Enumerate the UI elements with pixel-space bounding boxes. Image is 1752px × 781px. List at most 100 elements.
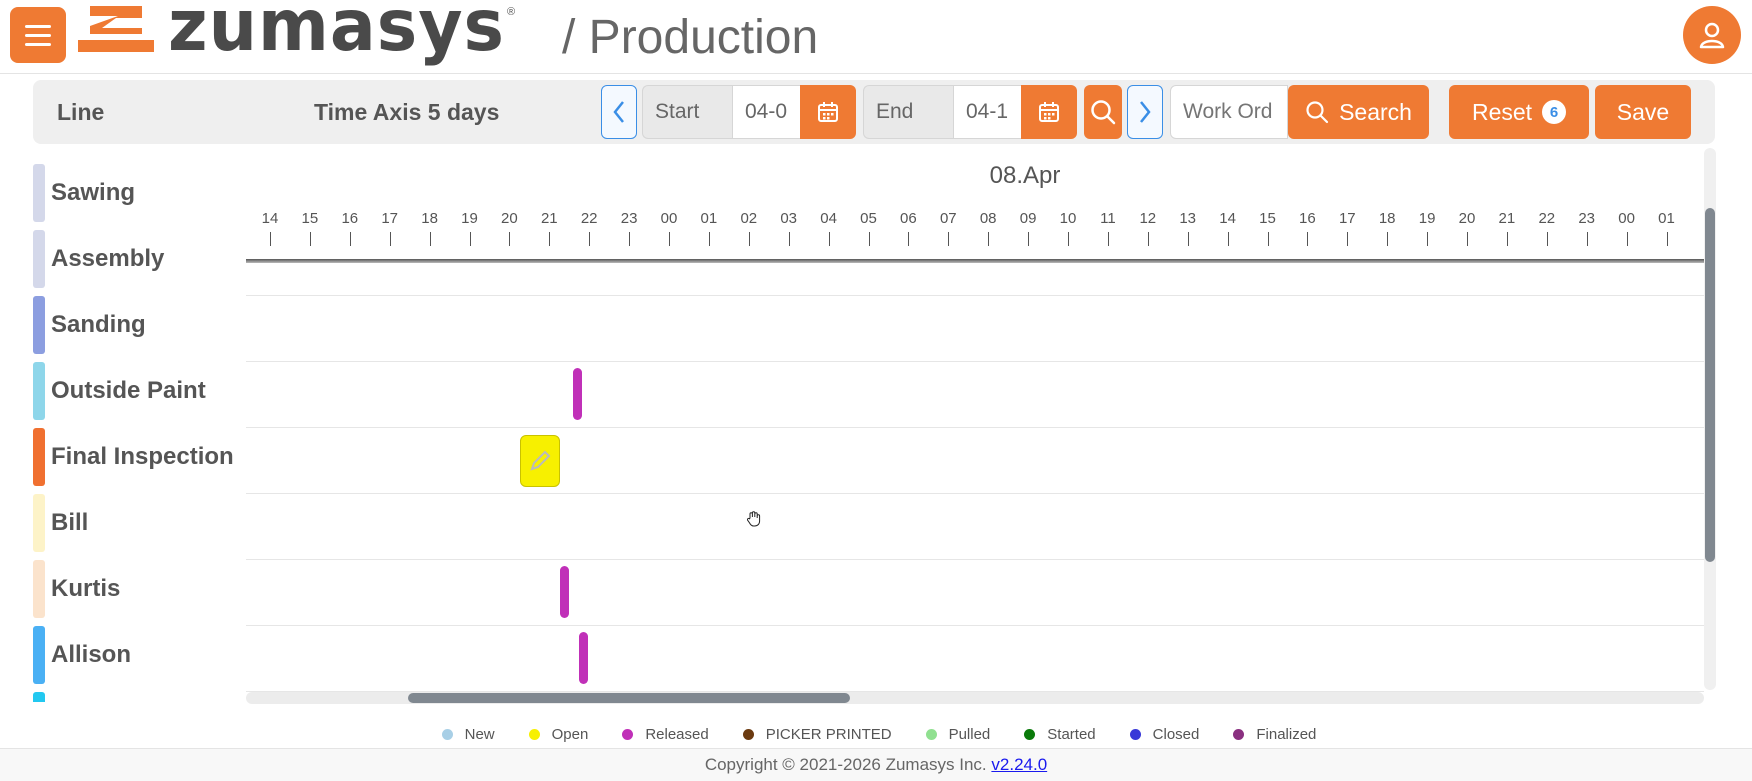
hour-label: 18 [421, 210, 438, 227]
copyright-text: Copyright © 2021-2026 Zumasys Inc. [704, 755, 987, 774]
row-divider [246, 691, 1704, 692]
row-label-text: Sawing [51, 179, 136, 206]
legend-label: Pulled [948, 726, 991, 743]
line-column-label: Line [57, 99, 105, 125]
work-order-input[interactable] [1170, 85, 1288, 139]
chevron-left-icon [613, 101, 624, 123]
hour-label: 16 [1299, 210, 1316, 227]
legend-item: Released [622, 726, 709, 743]
hour-tick [748, 232, 750, 246]
footer: Copyright © 2021-2026 Zumasys Inc. v2.24… [0, 748, 1752, 781]
hour-tick [868, 232, 870, 246]
hour-label: 21 [540, 210, 558, 227]
hour-label: 22 [1538, 210, 1556, 227]
legend-item: Finalized [1233, 726, 1316, 743]
legend-item: Started [1024, 726, 1096, 743]
start-date-label: Start [642, 85, 732, 139]
row-divider [246, 361, 1704, 362]
chevron-right-icon [1140, 101, 1151, 123]
hour-tick [509, 232, 511, 246]
legend-item: Pulled [925, 726, 991, 743]
end-date-calendar-button[interactable] [1021, 85, 1077, 139]
hour-tick [1506, 232, 1508, 246]
hour-tick [1307, 232, 1309, 246]
hour-tick [270, 232, 271, 246]
released-work-order-bar[interactable] [579, 632, 588, 684]
brand-name: zumasys [168, 0, 506, 68]
hour-tick [429, 232, 431, 246]
row-label: Kurtis [33, 558, 245, 620]
legend-label: New [464, 726, 495, 743]
row-color-swatch [33, 296, 45, 354]
vertical-scrollbar-thumb[interactable] [1705, 208, 1715, 562]
save-button-label: Save [1616, 98, 1670, 125]
start-date-input[interactable] [732, 85, 800, 139]
search-icon [1306, 101, 1329, 124]
save-button[interactable]: Save [1595, 85, 1691, 139]
hour-tick [1187, 232, 1189, 246]
vertical-scrollbar[interactable] [1704, 148, 1716, 690]
legend-item: Open [528, 726, 588, 743]
end-date-group: End [863, 85, 1077, 139]
hour-label: 15 [301, 210, 319, 227]
menu-icon [25, 24, 51, 28]
released-work-order-bar[interactable] [573, 368, 582, 420]
hour-label: 00 [660, 210, 678, 227]
row-label-partial [33, 690, 245, 702]
hour-tick [1546, 232, 1548, 246]
logo-mark-icon [78, 6, 154, 52]
time-axis-line [246, 259, 1704, 263]
hour-tick [1586, 232, 1588, 246]
hour-tick [908, 232, 910, 246]
hour-label: 17 [1338, 210, 1356, 227]
row-label-text: Kurtis [51, 575, 121, 602]
row-label: Outside Paint [33, 360, 245, 422]
row-color-swatch [33, 560, 45, 618]
row-divider [246, 559, 1704, 560]
end-date-input[interactable] [953, 85, 1021, 139]
hour-label: 02 [740, 210, 758, 227]
hour-tick [1267, 232, 1269, 246]
horizontal-scrollbar[interactable] [246, 692, 1704, 704]
hour-label: 21 [1498, 210, 1516, 227]
row-divider [246, 625, 1704, 626]
horizontal-scrollbar-thumb[interactable] [408, 693, 850, 703]
open-work-order-item[interactable] [520, 435, 560, 487]
hour-label: 16 [341, 210, 359, 227]
hour-label: 07 [939, 210, 957, 227]
menu-button[interactable] [10, 7, 66, 63]
released-work-order-bar[interactable] [560, 566, 569, 618]
legend-dot [441, 729, 453, 740]
row-label-text: Sanding [51, 311, 146, 338]
edit-icon [530, 450, 551, 471]
start-date-calendar-button[interactable] [800, 85, 856, 139]
row-label: Assembly [33, 228, 245, 290]
version-link[interactable]: v2.24.0 [991, 755, 1048, 774]
toolbar: Line Time Axis 5 days Start End [33, 80, 1715, 144]
next-period-button[interactable] [1127, 85, 1163, 139]
user-icon [1699, 22, 1725, 49]
hour-label: 19 [461, 210, 478, 227]
hour-tick [1068, 232, 1069, 246]
gantt-timeline[interactable]: 08.Apr 14 15 16 17 18 19 20 21 22 23 00 01 02 03 04 05 0… [246, 150, 1704, 702]
legend-dot [528, 729, 540, 740]
previous-period-button[interactable] [601, 85, 637, 139]
legend-item: PICKER PRINTED [742, 726, 892, 743]
hour-tick [1626, 232, 1628, 246]
legend-label: Finalized [1256, 726, 1317, 743]
reset-button[interactable]: Reset 6 [1449, 85, 1589, 139]
row-label-text: Assembly [51, 245, 165, 272]
hour-tick [828, 232, 830, 246]
hour-tick [309, 232, 311, 246]
zoom-search-button[interactable] [1084, 85, 1122, 139]
legend-dot [1024, 729, 1036, 740]
hour-tick [988, 232, 990, 246]
row-divider [246, 295, 1704, 296]
user-avatar-button[interactable] [1683, 6, 1741, 64]
hour-label: 20 [1458, 210, 1476, 227]
hour-tick [1028, 232, 1030, 246]
search-button[interactable]: Search [1288, 85, 1429, 139]
hour-label: 17 [381, 210, 399, 227]
hour-tick [389, 232, 391, 246]
registered-mark: ® [507, 6, 516, 18]
